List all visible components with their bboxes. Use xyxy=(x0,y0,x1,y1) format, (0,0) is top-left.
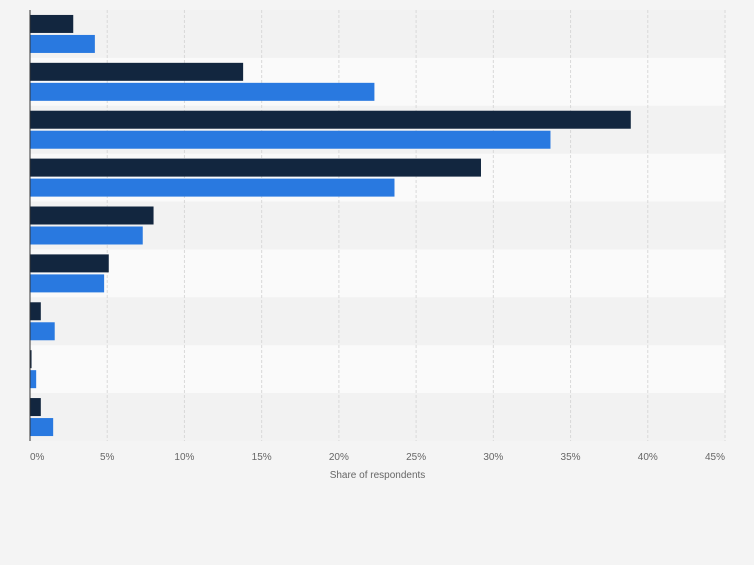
x-axis-ticks: 0% 5% 10% 15% 20% 25% 30% 35% 40% 45% xyxy=(30,452,725,463)
x-tick-label: 0% xyxy=(30,452,45,463)
bar-series-1[interactable] xyxy=(30,350,32,369)
bar-series-2[interactable] xyxy=(30,130,551,149)
x-tick-label: 35% xyxy=(561,452,581,463)
bar-series-1[interactable] xyxy=(30,206,154,225)
bar-series-2[interactable] xyxy=(30,274,105,293)
bar-series-1[interactable] xyxy=(30,110,631,129)
bar-series-2[interactable] xyxy=(30,370,37,389)
x-tick-label: 20% xyxy=(329,452,349,463)
bar-series-1[interactable] xyxy=(30,158,481,177)
bar-series-2[interactable] xyxy=(30,34,95,53)
category-bands xyxy=(30,10,725,441)
x-tick-label: 40% xyxy=(638,452,658,463)
category-band xyxy=(30,249,725,298)
x-tick-label: 15% xyxy=(252,452,272,463)
category-band xyxy=(30,393,725,441)
x-tick-label: 25% xyxy=(406,452,426,463)
x-tick-label: 5% xyxy=(100,452,115,463)
category-band xyxy=(30,345,725,394)
gridlines xyxy=(106,10,726,441)
bar-series-2[interactable] xyxy=(30,82,375,101)
bar-series-2[interactable] xyxy=(30,226,143,245)
bars xyxy=(30,14,631,437)
x-tick-label: 30% xyxy=(483,452,503,463)
x-tick-label: 45% xyxy=(705,452,725,463)
bar-series-1[interactable] xyxy=(30,254,109,273)
x-axis-title: Share of respondents xyxy=(330,470,426,481)
bar-series-1[interactable] xyxy=(30,14,74,33)
bar-series-1[interactable] xyxy=(30,302,41,321)
bar-series-1[interactable] xyxy=(30,398,41,417)
category-band xyxy=(30,10,725,58)
bar-series-2[interactable] xyxy=(30,418,54,437)
category-band xyxy=(30,297,725,346)
bar-series-2[interactable] xyxy=(30,322,55,341)
x-tick-label: 10% xyxy=(174,452,194,463)
bar-series-2[interactable] xyxy=(30,178,395,197)
bar-series-1[interactable] xyxy=(30,62,244,81)
